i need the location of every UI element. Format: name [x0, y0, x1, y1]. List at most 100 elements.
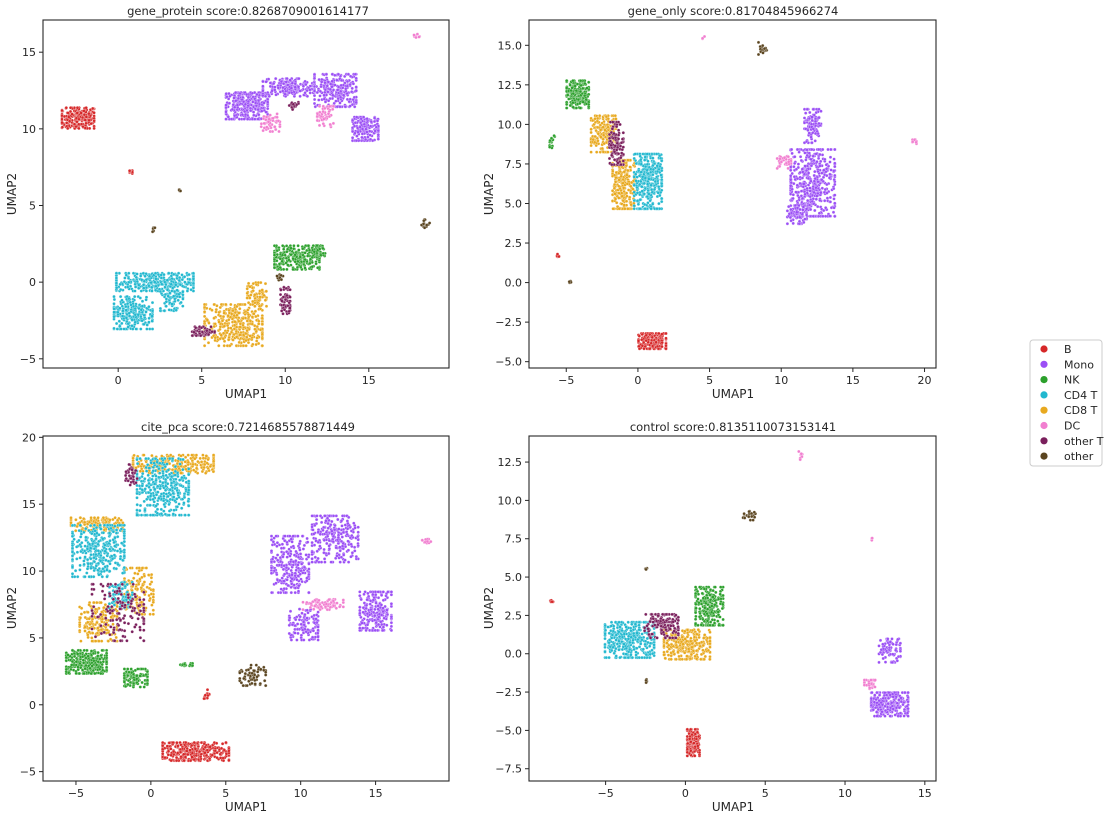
- point-cd8-t: [244, 344, 248, 348]
- point-mono: [322, 93, 326, 97]
- point-mono: [822, 168, 826, 172]
- point-mono: [323, 90, 327, 95]
- point-mono: [312, 84, 317, 89]
- point-mono: [795, 210, 799, 214]
- point-cd4-t: [149, 280, 153, 285]
- point-dc: [787, 160, 791, 164]
- point-cd4-t: [133, 289, 137, 293]
- point-nk: [567, 97, 571, 101]
- point-nk: [579, 79, 583, 83]
- point-mono: [823, 214, 828, 218]
- point-mono: [812, 190, 816, 195]
- point-cd8-t: [222, 344, 226, 348]
- point-dc: [278, 124, 282, 129]
- y-tick-label: 10.0: [498, 118, 523, 131]
- point-dc: [786, 166, 790, 171]
- point-mono: [833, 193, 837, 197]
- point-cd8-t: [624, 163, 628, 168]
- y-tick-label: 0: [29, 276, 36, 289]
- point-mono: [350, 136, 355, 140]
- point-cd8-t: [599, 128, 603, 132]
- point-mono: [790, 187, 794, 191]
- point-mono: [824, 167, 829, 171]
- point-dc: [276, 119, 281, 123]
- point-mono: [814, 186, 818, 190]
- point-dc: [331, 121, 336, 126]
- point-cd8-t: [264, 304, 269, 308]
- point-mono: [339, 78, 344, 83]
- point-cd4-t: [112, 307, 116, 311]
- point-mono: [360, 135, 364, 140]
- point-mono: [236, 96, 241, 101]
- point-mono: [832, 177, 836, 182]
- point-cd8-t: [617, 196, 621, 200]
- point-cd8-t: [254, 282, 259, 287]
- point-cd8-t: [222, 324, 226, 328]
- point-mono: [336, 72, 341, 76]
- point-mono: [318, 89, 323, 94]
- point-cd4-t: [147, 305, 151, 309]
- plot-frame: [42, 19, 450, 369]
- point-mono: [290, 90, 294, 95]
- point-cd8-t: [258, 307, 263, 311]
- point-cd4-t: [122, 327, 126, 331]
- point-cd8-t: [255, 336, 259, 340]
- point-nk: [285, 267, 289, 272]
- point-b: [65, 121, 69, 125]
- point-mono: [822, 208, 826, 213]
- point-nk: [548, 145, 552, 149]
- point-mono: [354, 89, 358, 93]
- point-other: [422, 226, 427, 230]
- point-cd8-t: [202, 310, 207, 314]
- point-nk: [306, 244, 311, 248]
- point-cd8-t: [625, 182, 629, 186]
- point-mono: [828, 200, 833, 204]
- point-cd4-t: [164, 304, 168, 308]
- point-cd8-t: [245, 319, 249, 323]
- point-mono: [809, 157, 813, 161]
- point-cd8-t: [622, 186, 626, 190]
- point-mono: [329, 82, 333, 86]
- point-mono: [256, 107, 260, 112]
- point-cd4-t: [156, 272, 161, 277]
- point-mono: [362, 122, 366, 126]
- point-cd8-t: [262, 293, 266, 298]
- point-b: [644, 333, 648, 337]
- point-cd4-t: [660, 188, 664, 192]
- point-cd4-t: [651, 202, 655, 206]
- point-dc: [268, 113, 272, 117]
- y-tick-label: 15: [22, 46, 36, 59]
- point-cd4-t: [642, 192, 646, 196]
- y-axis-label: UMAP2: [482, 173, 496, 215]
- point-mono: [354, 100, 358, 105]
- point-mono: [242, 109, 247, 114]
- point-cd8-t: [241, 316, 245, 321]
- point-mono: [795, 176, 800, 181]
- point-b: [92, 126, 96, 131]
- point-other-t: [199, 333, 203, 338]
- point-cd8-t: [245, 287, 249, 291]
- point-cd8-t: [202, 319, 207, 324]
- point-mono: [805, 153, 809, 158]
- point-mono: [351, 82, 356, 86]
- point-dc: [264, 115, 269, 119]
- point-cd8-t: [225, 330, 229, 335]
- point-cd8-t: [600, 146, 604, 151]
- point-b: [83, 126, 87, 130]
- point-mono: [229, 117, 234, 121]
- point-nk: [272, 262, 277, 267]
- point-cd4-t: [164, 282, 168, 287]
- point-nk: [281, 267, 286, 272]
- point-b: [67, 115, 71, 119]
- point-dc: [786, 155, 790, 159]
- point-other-t: [282, 308, 287, 312]
- point-cd8-t: [234, 325, 239, 329]
- point-mono: [268, 81, 273, 85]
- point-cd4-t: [136, 313, 140, 317]
- point-nk: [280, 259, 284, 263]
- point-cd8-t: [613, 114, 617, 118]
- point-mono: [352, 95, 356, 100]
- point-cd8-t: [626, 158, 630, 162]
- point-mono: [335, 78, 339, 82]
